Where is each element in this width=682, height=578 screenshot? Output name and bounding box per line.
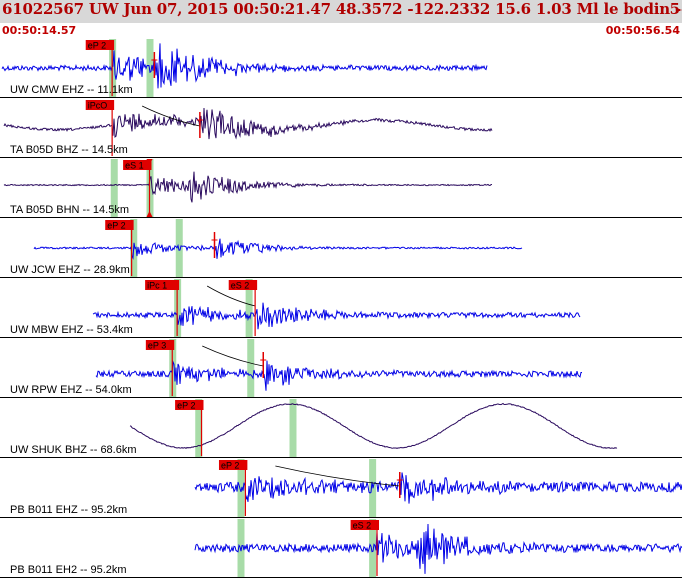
- phase-pick[interactable]: eP 2: [218, 460, 248, 516]
- phase-pick[interactable]: iPcO: [85, 100, 115, 156]
- pick-label-box: [123, 160, 152, 170]
- trace-row[interactable]: eP 2 UW SHUK BHZ -- 68.6km: [0, 399, 682, 458]
- window-end-time: 00:50:56.54: [605, 24, 680, 37]
- seismic-waveform: [129, 402, 618, 450]
- pick-label-box: [145, 340, 175, 350]
- pick-label: eP 2: [221, 461, 239, 471]
- analysis-window-marker: [247, 339, 255, 397]
- trace-row[interactable]: eP 2 PB B011 EHZ -- 95.2km: [0, 459, 682, 518]
- phase-pick[interactable]: eS 2: [350, 520, 379, 576]
- trace-row[interactable]: eP 3 UW RPW EHZ -- 54.0km: [0, 339, 682, 398]
- pick-label-box: [228, 280, 258, 290]
- trace-row[interactable]: eP 2 UW CMW EHZ -- 11.1km: [0, 39, 682, 98]
- station-label: TA B05D BHN -- 14.5km: [10, 204, 129, 216]
- pick-label: eP 2: [177, 401, 195, 411]
- phase-pick[interactable]: [151, 52, 158, 78]
- phase-pick[interactable]: eP 3: [145, 340, 175, 396]
- pick-label: iPc 1: [147, 281, 167, 291]
- seismic-waveform: [92, 302, 581, 330]
- phase-pick[interactable]: [211, 232, 218, 258]
- station-label: UW MBW EHZ -- 53.4km: [10, 324, 133, 336]
- pick-label-box: [85, 40, 115, 50]
- pick-label: iPcO: [88, 101, 108, 111]
- station-label: TA B05D BHZ -- 14.5km: [10, 144, 128, 156]
- phase-pick[interactable]: iPc 1: [145, 280, 180, 336]
- analysis-window-marker: [146, 39, 154, 97]
- seismic-waveform: [33, 238, 523, 260]
- seismic-waveform: [95, 360, 582, 391]
- station-label: UW RPW EHZ -- 54.0km: [10, 384, 132, 396]
- seismic-waveform: [3, 107, 493, 140]
- travel-time-curve: [206, 285, 256, 307]
- travel-time-curve: [141, 105, 200, 127]
- station-label: UW CMW EHZ -- 11.1km: [10, 84, 133, 96]
- trace-row[interactable]: iPc 1 eS 2 UW MBW EHZ -- 53.4km: [0, 279, 682, 338]
- station-label: UW JCW EHZ -- 28.9km: [10, 264, 130, 276]
- analysis-window-marker: [195, 399, 203, 457]
- window-start-time: 00:50:14.57: [2, 24, 77, 37]
- pick-label: eS 1: [125, 161, 144, 171]
- pick-label-box: [85, 100, 115, 110]
- analysis-window-marker: [110, 159, 118, 217]
- trace-row[interactable]: eS 2 PB B011 EH2 -- 95.2km: [0, 519, 682, 578]
- event-summary-title: 61022567 UW Jun 07, 2015 00:50:21.47 48.…: [2, 0, 682, 18]
- phase-pick[interactable]: eS 1: [123, 159, 153, 217]
- pick-label-box: [218, 460, 248, 470]
- event-header-bar: 61022567 UW Jun 07, 2015 00:50:21.47 48.…: [0, 0, 682, 23]
- waveform-panel[interactable]: eP 2 UW CMW EHZ -- 11.1km iPcO TA B05D BHZ …: [0, 38, 682, 578]
- travel-time-curve: [202, 345, 264, 367]
- analysis-window-marker: [237, 519, 245, 577]
- pick-label: eP 2: [88, 41, 106, 51]
- seismic-waveform: [3, 171, 493, 203]
- station-label: PB B011 EHZ -- 95.2km: [10, 504, 127, 516]
- analysis-window-marker: [245, 279, 253, 337]
- pick-label-box: [145, 280, 180, 290]
- phase-pick[interactable]: [396, 472, 403, 498]
- trace-row[interactable]: eP 2 UW JCW EHZ -- 28.9km: [0, 219, 682, 278]
- travel-time-curve: [275, 465, 400, 487]
- pick-label-box: [105, 220, 134, 230]
- pick-arrow-icon: [146, 211, 153, 217]
- station-label: UW SHUK BHZ -- 68.6km: [10, 444, 137, 456]
- station-label: PB B011 EH2 -- 95.2km: [10, 564, 127, 576]
- pick-label: eS 2: [231, 281, 250, 291]
- analysis-window-marker: [175, 219, 183, 277]
- seismic-waveform: [1, 43, 488, 89]
- pick-label: eP 2: [107, 221, 125, 231]
- seismic-waveform: [194, 472, 682, 504]
- phase-pick[interactable]: [196, 112, 203, 138]
- pick-arrow-icon: [146, 159, 153, 165]
- trace-row[interactable]: eS 1 TA B05D BHN -- 14.5km: [0, 159, 682, 218]
- pick-label-box: [350, 520, 379, 530]
- analysis-window-marker: [369, 519, 377, 577]
- pick-label: eS 2: [353, 521, 372, 531]
- phase-pick[interactable]: [260, 352, 267, 378]
- pick-label-box: [175, 400, 204, 410]
- trace-row[interactable]: iPcO TA B05D BHZ -- 14.5km: [0, 100, 682, 158]
- phase-pick[interactable]: eP 2: [175, 400, 204, 456]
- phase-pick[interactable]: eP 2: [105, 220, 134, 276]
- phase-pick[interactable]: eS 2: [228, 280, 258, 336]
- pick-label: eP 3: [148, 341, 166, 351]
- analysis-window-marker: [237, 459, 245, 517]
- phase-pick[interactable]: eP 2: [85, 40, 115, 96]
- header-right-indicator: 5: [669, 0, 680, 18]
- seismic-waveform: [194, 523, 682, 574]
- analysis-window-marker: [289, 399, 297, 457]
